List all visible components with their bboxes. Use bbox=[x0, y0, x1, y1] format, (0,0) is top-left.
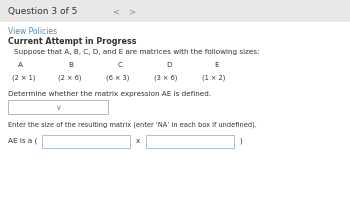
Text: AE is a (: AE is a ( bbox=[8, 138, 37, 144]
Text: Determine whether the matrix expression AE is defined.: Determine whether the matrix expression … bbox=[8, 91, 211, 97]
Text: D: D bbox=[166, 62, 172, 68]
FancyBboxPatch shape bbox=[42, 135, 130, 147]
Text: View Policies: View Policies bbox=[8, 26, 57, 36]
Text: Enter the size of the resulting matrix (enter ‘NA’ in each box if undefined).: Enter the size of the resulting matrix (… bbox=[8, 122, 257, 128]
Text: ): ) bbox=[239, 138, 242, 144]
FancyBboxPatch shape bbox=[0, 22, 350, 208]
FancyBboxPatch shape bbox=[8, 100, 108, 114]
Text: Current Attempt in Progress: Current Attempt in Progress bbox=[8, 36, 136, 46]
Text: C: C bbox=[118, 62, 123, 68]
FancyBboxPatch shape bbox=[146, 135, 234, 147]
Text: <: < bbox=[112, 7, 119, 16]
Text: (6 × 3): (6 × 3) bbox=[106, 75, 130, 81]
Text: A: A bbox=[18, 62, 23, 68]
FancyBboxPatch shape bbox=[0, 0, 350, 22]
Text: (1 × 2): (1 × 2) bbox=[202, 75, 225, 81]
Text: (2 × 6): (2 × 6) bbox=[58, 75, 82, 81]
Text: (3 × 6): (3 × 6) bbox=[154, 75, 177, 81]
Text: Suppose that A, B, C, D, and E are matrices with the following sizes:: Suppose that A, B, C, D, and E are matri… bbox=[14, 49, 260, 55]
Text: Question 3 of 5: Question 3 of 5 bbox=[8, 7, 77, 16]
Text: ∨: ∨ bbox=[55, 103, 61, 112]
Text: >: > bbox=[128, 7, 135, 16]
Text: B: B bbox=[68, 62, 73, 68]
Text: (2 × 1): (2 × 1) bbox=[12, 75, 35, 81]
Text: E: E bbox=[214, 62, 219, 68]
Text: x: x bbox=[136, 138, 140, 144]
